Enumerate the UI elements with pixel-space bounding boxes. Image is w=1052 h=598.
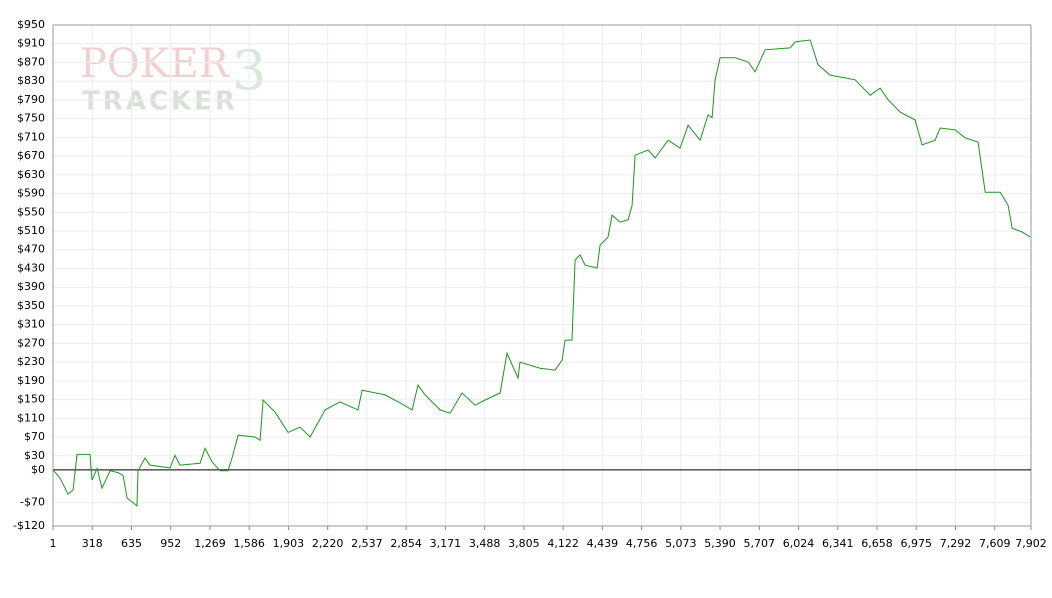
x-tick-label: 1,586	[233, 537, 265, 550]
y-tick-label: $230	[17, 355, 45, 368]
x-tick-label: 952	[160, 537, 181, 550]
x-tick-label: 2,220	[312, 537, 344, 550]
y-tick-label: $430	[17, 261, 45, 274]
x-tick-label: 6,975	[901, 537, 933, 550]
y-tick-label: $870	[17, 55, 45, 68]
x-tick-label: 6,341	[822, 537, 854, 550]
y-tick-label: $70	[24, 430, 45, 443]
y-tick-label: $110	[17, 411, 45, 424]
y-tick-label: -$120	[13, 519, 45, 532]
x-tick-label: 6,024	[783, 537, 815, 550]
x-tick-label: 1,269	[194, 537, 226, 550]
y-tick-label: $150	[17, 393, 45, 406]
x-tick-label: 3,805	[508, 537, 540, 550]
y-tick-label: $350	[17, 299, 45, 312]
watermark-logo: POKER	[80, 41, 231, 87]
y-tick-label: $190	[17, 374, 45, 387]
plot-border	[52, 24, 1032, 527]
x-tick-label: 7,292	[940, 537, 972, 550]
x-tick-label: 4,439	[587, 537, 619, 550]
y-tick-label: $950	[17, 18, 45, 31]
y-tick-label: $310	[17, 318, 45, 331]
x-tick-label: 5,707	[744, 537, 776, 550]
y-tick-label: $670	[17, 149, 45, 162]
watermark: POKER 3 TRACKER	[80, 39, 266, 117]
x-tick-label: 2,854	[390, 537, 422, 550]
y-tick-label: $30	[24, 449, 45, 462]
x-tick-label: 3,488	[469, 537, 501, 550]
x-tick-label: 5,390	[704, 537, 736, 550]
y-tick-label: $910	[17, 37, 45, 50]
y-tick-label: $750	[17, 112, 45, 125]
x-tick-label: 6,658	[861, 537, 893, 550]
y-tick-label: $590	[17, 187, 45, 200]
x-tick-label: 1	[50, 537, 57, 550]
x-tick-label: 4,122	[547, 537, 579, 550]
y-tick-label: $830	[17, 74, 45, 87]
x-tick-label: 635	[121, 537, 142, 550]
y-tick-label: $790	[17, 93, 45, 106]
y-tick-label: $510	[17, 224, 45, 237]
data-line	[52, 39, 1031, 507]
x-tick-label: 3,171	[430, 537, 462, 550]
y-tick-label: $630	[17, 168, 45, 181]
y-tick-label: $710	[17, 130, 45, 143]
y-tick-label: $390	[17, 280, 45, 293]
y-tick-label: $550	[17, 205, 45, 218]
x-tick-label: 4,756	[626, 537, 658, 550]
y-tick-label: $0	[31, 463, 45, 476]
y-tick-label: -$70	[20, 496, 45, 509]
x-tick-label: 7,902	[1015, 537, 1047, 550]
watermark-sub: TRACKER	[82, 87, 238, 117]
y-tick-label: $270	[17, 336, 45, 349]
x-tick-label: 7,609	[979, 537, 1011, 550]
x-tick-label: 1,903	[273, 537, 305, 550]
x-tick-label: 5,073	[665, 537, 697, 550]
x-tick-label: 2,537	[351, 537, 383, 550]
x-tick-label: 318	[82, 537, 103, 550]
y-tick-label: $470	[17, 243, 45, 256]
